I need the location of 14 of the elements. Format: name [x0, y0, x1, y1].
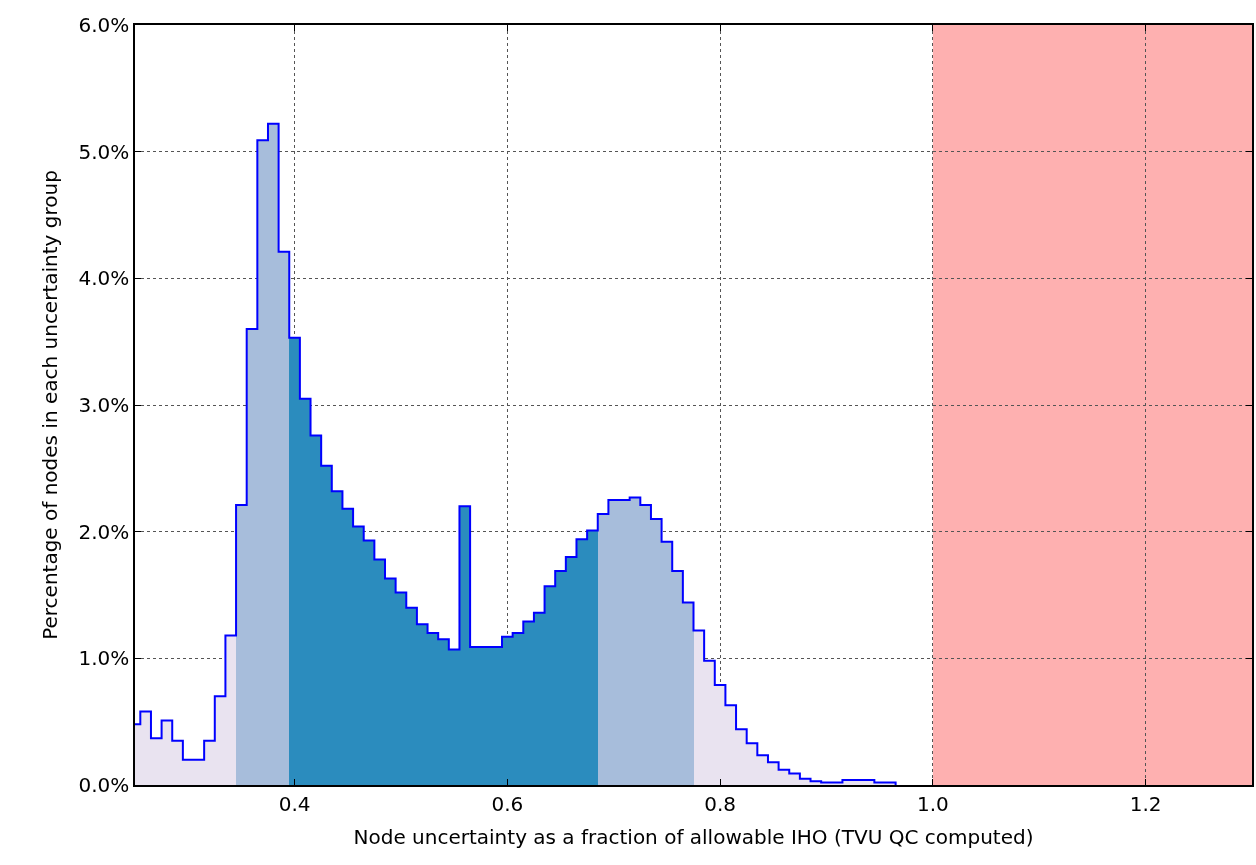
- y-tick-label: 0.0%: [78, 773, 130, 797]
- x-tick-label: 0.4: [278, 791, 311, 816]
- y-tick-label: 5.0%: [78, 139, 130, 164]
- y-tick-label: 1.0%: [78, 646, 130, 671]
- y-tick-label: 3.0%: [78, 393, 130, 417]
- y-tick-label: 4.0%: [78, 266, 130, 291]
- y-tick-label: 6.0%: [78, 13, 130, 37]
- x-tick-label: 0.8: [704, 791, 737, 816]
- x-tick-label: 0.6: [491, 791, 524, 816]
- y-axis-title: Percentage of nodes in each uncertainty group: [38, 170, 63, 640]
- x-tick-label: 1.0: [916, 791, 949, 816]
- x-axis-title: Node uncertainty as a fraction of allowable IHO (TVU QC computed): [353, 824, 1034, 849]
- y-tick-label: 2.0%: [78, 519, 130, 544]
- x-tick-label: 1.2: [1129, 791, 1162, 816]
